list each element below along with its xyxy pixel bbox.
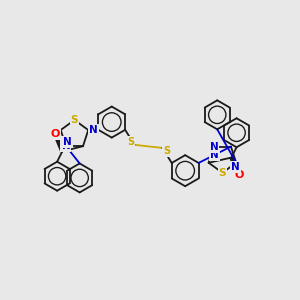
Text: S: S [163,146,170,156]
Text: S: S [71,115,78,125]
Text: N: N [231,162,239,172]
Text: N: N [209,142,218,152]
Text: N: N [89,125,98,135]
Text: S: S [127,137,134,147]
Text: S: S [219,168,226,178]
Text: N: N [61,141,70,151]
Text: O: O [50,129,60,139]
Text: N: N [63,137,71,147]
Text: O: O [235,170,244,180]
Text: N: N [210,150,219,160]
